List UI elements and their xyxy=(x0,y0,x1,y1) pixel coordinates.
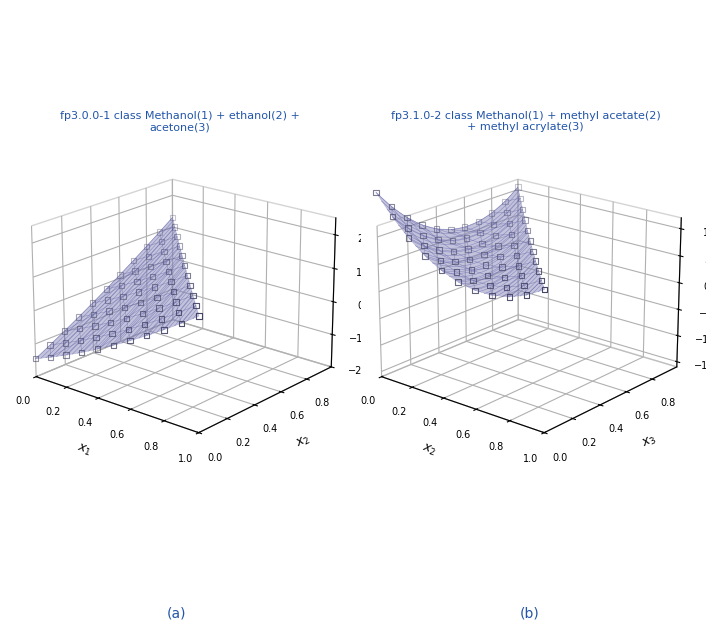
Y-axis label: $x_2$: $x_2$ xyxy=(294,433,313,451)
X-axis label: $x_2$: $x_2$ xyxy=(420,441,438,459)
Y-axis label: $x_3$: $x_3$ xyxy=(640,433,659,451)
X-axis label: $x_1$: $x_1$ xyxy=(75,441,92,459)
Text: (b): (b) xyxy=(520,607,539,621)
Title: fp3.0.0-1 class Methanol(1) + ethanol(2) +
acetone(3): fp3.0.0-1 class Methanol(1) + ethanol(2)… xyxy=(60,111,300,132)
Title: fp3.1.0-2 class Methanol(1) + methyl acetate(2)
+ methyl acrylate(3): fp3.1.0-2 class Methanol(1) + methyl ace… xyxy=(391,111,661,132)
Text: (a): (a) xyxy=(167,607,186,621)
